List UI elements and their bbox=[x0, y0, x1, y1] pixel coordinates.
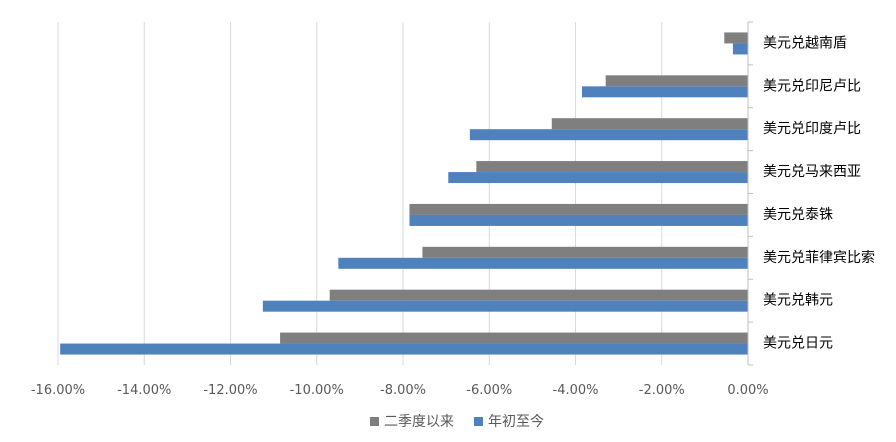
category-label-6: 美元兑韩元 bbox=[763, 293, 833, 309]
x-tick-label-4: -8.00% bbox=[380, 383, 426, 398]
x-tick-label-2: -12.00% bbox=[203, 383, 257, 398]
category-label-0: 美元兑越南盾 bbox=[763, 35, 847, 51]
bar-series2-2 bbox=[469, 129, 748, 141]
category-label-4: 美元兑泰铢 bbox=[763, 207, 833, 223]
bar-series2-4 bbox=[409, 214, 748, 226]
bar-series1-4 bbox=[409, 203, 748, 215]
x-tick-label-6: -4.00% bbox=[553, 383, 599, 398]
legend: 二季度以来 年初至今 bbox=[370, 413, 544, 430]
x-tick-labels: -16.00% -14.00% -12.00% -10.00% -8.00% -6.00%… bbox=[31, 383, 769, 398]
x-tick-label-1: -14.00% bbox=[117, 383, 171, 398]
bar-series1-1 bbox=[605, 75, 748, 87]
category-label-1: 美元兑印尼卢比 bbox=[763, 78, 861, 94]
legend-label-0: 二季度以来 bbox=[384, 414, 454, 430]
category-label-7: 美元兑日元 bbox=[763, 336, 833, 352]
category-label-3: 美元兑马来西亚 bbox=[763, 164, 861, 180]
x-tick-label-8: 0.00% bbox=[727, 383, 768, 398]
x-tick-label-5: -6.00% bbox=[466, 383, 512, 398]
bar-series1-6 bbox=[329, 289, 748, 301]
bar-series2-3 bbox=[448, 172, 748, 184]
legend-swatch-0 bbox=[370, 417, 379, 426]
bar-series1-2 bbox=[551, 118, 748, 130]
bar-series1-5 bbox=[422, 246, 748, 258]
gridlines bbox=[57, 22, 749, 365]
bar-series2-7 bbox=[60, 343, 748, 355]
bar-series2-0 bbox=[732, 43, 748, 55]
x-tick-label-3: -10.00% bbox=[290, 383, 344, 398]
legend-label-1: 年初至今 bbox=[488, 413, 544, 430]
bars bbox=[60, 32, 748, 355]
category-labels: 美元兑越南盾美元兑印尼卢比美元兑印度卢比美元兑马来西亚美元兑泰铢美元兑菲律宾比索… bbox=[763, 35, 875, 351]
bar-series1-7 bbox=[280, 332, 748, 344]
bar-series1-3 bbox=[476, 161, 748, 173]
y-axis-line bbox=[747, 21, 753, 366]
x-tick-label-7: -2.00% bbox=[639, 383, 685, 398]
legend-swatch-1 bbox=[474, 417, 483, 426]
x-tick-label-0: -16.00% bbox=[31, 383, 85, 398]
category-label-5: 美元兑菲律宾比索 bbox=[763, 249, 875, 266]
bar-series2-5 bbox=[338, 257, 748, 269]
bar-series2-6 bbox=[262, 300, 748, 312]
bar-series1-0 bbox=[724, 32, 748, 44]
category-label-2: 美元兑印度卢比 bbox=[763, 121, 861, 137]
bar-series2-1 bbox=[581, 86, 748, 98]
